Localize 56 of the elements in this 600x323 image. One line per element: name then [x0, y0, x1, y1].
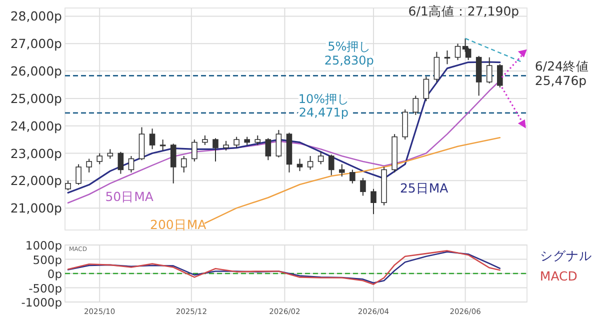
candlestick — [423, 76, 430, 102]
candlestick — [202, 134, 208, 146]
candlestick — [65, 180, 71, 191]
candlestick — [350, 169, 356, 184]
text: MACD — [540, 268, 578, 284]
candlestick — [107, 148, 114, 160]
y-tick-label: 24,000p — [10, 118, 62, 134]
line-series — [204, 136, 501, 224]
y-tick-label: 22,000p — [10, 173, 62, 188]
candlestick — [170, 143, 176, 184]
ref-line-label: 5%押し 25,830p — [324, 40, 374, 68]
series-label: 25日MA — [400, 180, 449, 196]
candlestick — [86, 158, 92, 173]
annotation: 6/24終値 25,476p — [534, 58, 589, 88]
candlestick — [454, 43, 461, 61]
candlestick — [276, 129, 282, 158]
candlestick — [307, 156, 314, 170]
candlestick — [234, 136, 240, 148]
y-tick-label: 28,000p — [10, 8, 62, 24]
candlestick — [370, 188, 376, 215]
candlestick — [360, 177, 366, 196]
y-tick-label: 25,000p — [10, 90, 62, 106]
candlestick — [192, 139, 198, 162]
candlestick — [254, 134, 261, 146]
candlestick — [265, 138, 272, 161]
annotation: 6/1高値：27,190p — [408, 3, 520, 18]
series-label: 200日MA — [150, 216, 207, 232]
candlestick — [128, 156, 134, 173]
candlestick — [118, 151, 124, 174]
candlestick — [497, 64, 503, 88]
candlestick — [318, 151, 324, 165]
text: シグナル — [540, 248, 592, 263]
candlestick — [212, 138, 218, 162]
candlestick — [160, 139, 166, 152]
y-tick-label: -500p — [28, 281, 62, 296]
y-tick-label: 0p — [47, 267, 62, 281]
y-tick-label: 1000p — [25, 238, 62, 252]
candlestick — [180, 156, 187, 173]
candlestick — [296, 158, 303, 172]
y-tick-label: 21,000p — [10, 200, 62, 216]
candlestick — [149, 128, 156, 150]
y-tick-label: 23,000p — [10, 146, 62, 161]
candlestick — [486, 56, 492, 84]
candlestick — [412, 95, 419, 116]
candlestick — [444, 50, 450, 65]
y-tick-label: 26,000p — [10, 64, 62, 79]
y-tick-label: -1000p — [21, 296, 62, 310]
series-label: 50日MA — [105, 189, 154, 204]
candlestick — [339, 164, 345, 178]
y-tick-label: 27,000p — [10, 36, 62, 52]
candlestick — [434, 51, 440, 82]
candlestick — [96, 152, 103, 165]
candlestick — [76, 164, 82, 186]
y-tick-label: 500p — [32, 252, 62, 267]
candlestick — [328, 154, 334, 176]
candlestick — [223, 140, 229, 152]
